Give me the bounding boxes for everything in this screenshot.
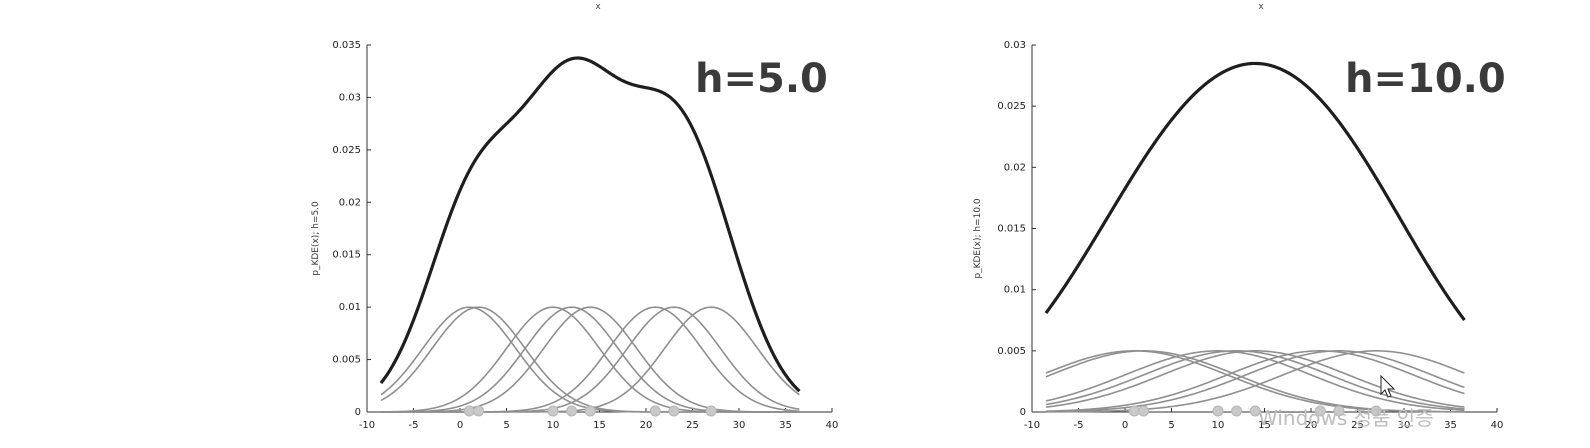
x-tick-label: 30	[733, 420, 746, 431]
x-tick-label: 5	[503, 420, 509, 431]
data-point-marker	[1138, 405, 1150, 417]
data-point-marker	[584, 405, 596, 417]
y-tick-label: 0.02	[1004, 162, 1026, 173]
y-tick-label: 0.01	[1004, 285, 1026, 296]
y-axis-label: p_KDE(x); h=10.0	[973, 198, 983, 279]
x-tick-label: -10	[1024, 420, 1040, 431]
data-point-marker	[1370, 405, 1382, 417]
kde-curve	[1044, 61, 1466, 322]
data-point-marker	[1231, 405, 1243, 417]
data-point-marker	[547, 405, 559, 417]
x-tick-label: 20	[640, 420, 653, 431]
bandwidth-label: h=5.0	[695, 56, 828, 102]
y-tick-label: 0.025	[332, 145, 361, 156]
x-tick-label: 10	[547, 420, 560, 431]
y-tick-label: 0.035	[332, 40, 361, 51]
y-tick-label: 0.02	[339, 197, 361, 208]
x-tick-label: 15	[1258, 420, 1271, 431]
data-point-marker	[1128, 405, 1140, 417]
y-tick-label: 0.005	[332, 355, 361, 366]
chart-panel-h5: -10 -5 0 5 10 15 20 25 30 35 40 0 0.005 0.01 0.015 0.02…	[311, 2, 838, 431]
x-tick-label: 25	[686, 420, 699, 431]
data-point-marker	[1314, 405, 1326, 417]
data-point-marker	[1212, 405, 1224, 417]
x-tick-label: 0	[457, 420, 463, 431]
y-tick-label: 0.01	[339, 302, 361, 313]
y-axis-label: p_KDE(x); h=5.0	[311, 201, 321, 276]
bandwidth-label: h=10.0	[1345, 56, 1506, 102]
kernel-curve	[380, 306, 800, 413]
x-tick-label: -10	[359, 420, 375, 431]
x-tick-label: 35	[1444, 420, 1457, 431]
chart-panel-h10: -10 -5 0 5 10 15 20 25 30 35 40 0 0.005 0.01 0.015 0.02…	[973, 2, 1506, 431]
kernel-curve	[1045, 350, 1465, 413]
data-point-marker	[668, 405, 680, 417]
top-axis-label: x	[595, 2, 601, 12]
kernel-curve	[1045, 350, 1465, 413]
y-tick-label: 0.03	[1004, 40, 1026, 51]
x-tick-label: 25	[1351, 420, 1364, 431]
data-point-marker	[463, 405, 475, 417]
data-point-marker	[705, 405, 717, 417]
x-tick-label: -5	[409, 420, 419, 431]
x-tick-label: 40	[826, 420, 839, 431]
top-axis-label: x	[1258, 2, 1264, 12]
x-tick-label: 0	[1122, 420, 1128, 431]
x-tick-label: 20	[1305, 420, 1318, 431]
y-tick-label: 0.015	[997, 224, 1026, 235]
data-point-marker	[473, 405, 485, 417]
mouse-cursor-icon	[1380, 374, 1396, 398]
x-tick-label: 5	[1168, 420, 1174, 431]
y-tick-label: 0.025	[997, 101, 1026, 112]
data-point-marker	[1333, 405, 1345, 417]
kde-curve	[379, 56, 801, 393]
windows-activation-watermark: Windows 정품 인증	[1258, 406, 1434, 430]
y-tick-label: 0.03	[339, 92, 361, 103]
kernel-curve	[1045, 350, 1465, 411]
data-point-marker	[566, 405, 578, 417]
kernel-curve	[380, 306, 800, 413]
data-point-marker	[649, 405, 661, 417]
x-tick-label: 30	[1398, 420, 1411, 431]
x-tick-label: 35	[779, 420, 792, 431]
y-tick-label: 0.015	[332, 250, 361, 261]
y-tick-label: 0	[1020, 407, 1026, 418]
x-tick-label: 40	[1491, 420, 1504, 431]
y-tick-label: 0	[355, 407, 361, 418]
kernel-curve	[1045, 350, 1465, 408]
x-tick-label: -5	[1074, 420, 1084, 431]
x-tick-label: 10	[1212, 420, 1225, 431]
data-point-marker	[1249, 405, 1261, 417]
kernel-curve	[1045, 350, 1465, 413]
kernel-curve	[1045, 350, 1465, 413]
kernel-curve	[1045, 350, 1465, 410]
y-tick-label: 0.005	[997, 346, 1026, 357]
x-tick-label: 15	[593, 420, 606, 431]
